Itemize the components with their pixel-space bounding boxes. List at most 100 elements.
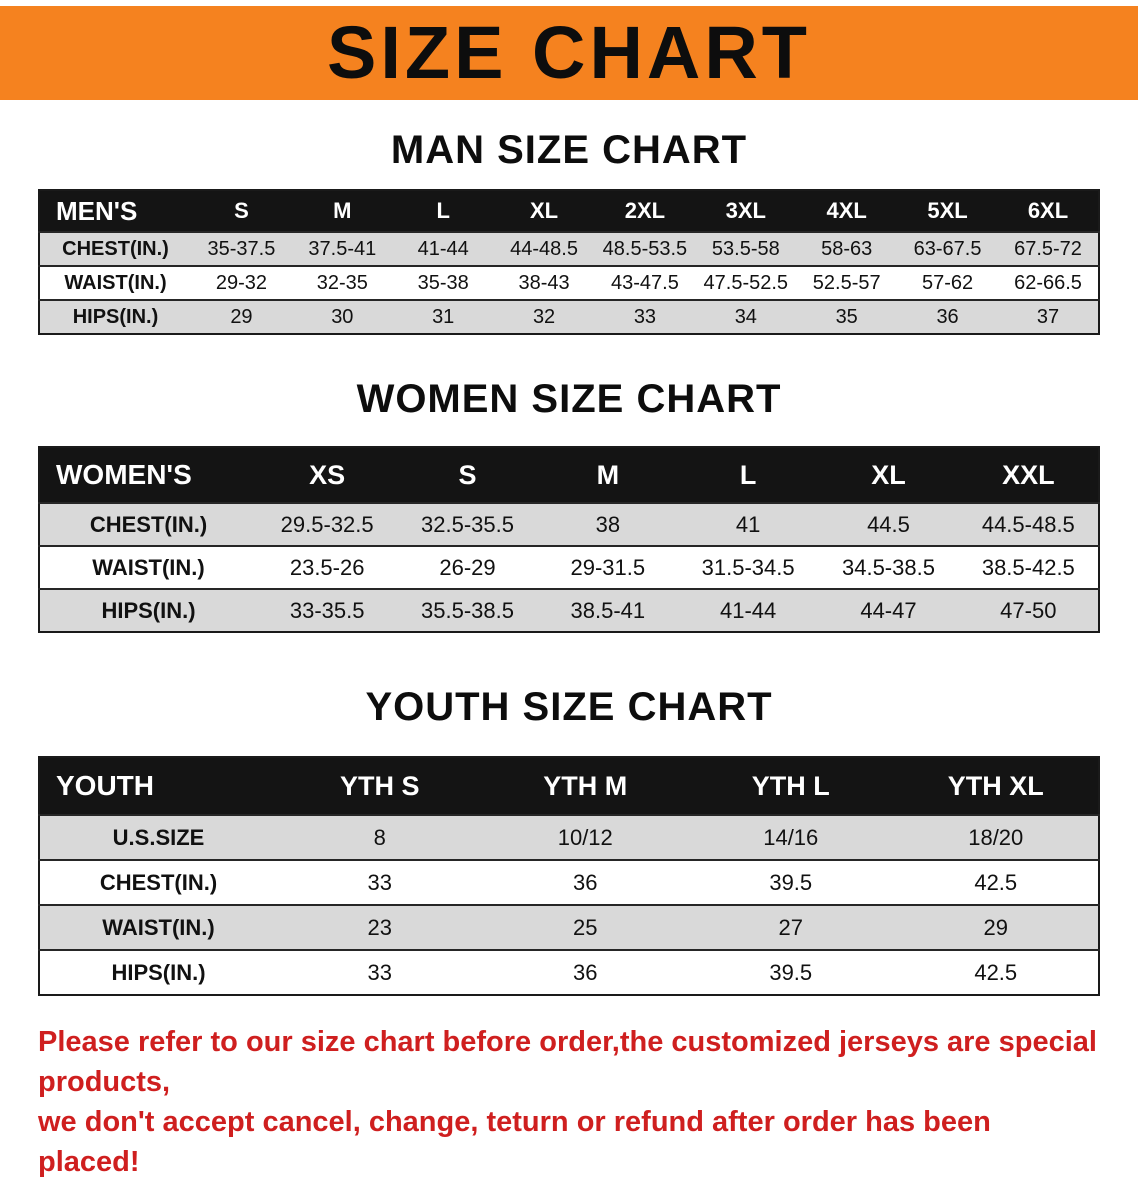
value-cell: 37 <box>1036 305 1060 328</box>
table-row: HIPS(IN.) 29 30 31 32 33 34 35 36 37 <box>39 300 1099 334</box>
value-cell: 27 <box>778 914 803 940</box>
value-cell: 38.5-42.5 <box>981 554 1075 580</box>
value-cell: 14/16 <box>763 824 819 850</box>
notice-line-1: Please refer to our size chart before or… <box>38 1026 1097 1099</box>
notice-line-2: we don't accept cancel, change, teturn o… <box>38 1106 991 1179</box>
value-cell: 44-47 <box>860 597 917 623</box>
size-header-cell: YTH S <box>339 770 420 801</box>
value-cell: 36 <box>936 305 959 328</box>
row-label-cell: WAIST(IN.) <box>102 914 215 940</box>
youth-section: YOUTH SIZE CHART YOUTH YTH S YTH M YTH L YTH … <box>0 685 1138 996</box>
value-cell: 42.5 <box>974 869 1018 895</box>
table-title-cell: YOUTH <box>56 770 154 801</box>
size-header-cell: S <box>234 198 249 223</box>
sections-container: MAN SIZE CHART MEN'S S M L XL 2XL 3XL 4XL 5XL 6XL C… <box>0 128 1138 996</box>
row-label-cell: HIPS(IN.) <box>72 305 159 328</box>
value-cell: 36 <box>573 959 598 985</box>
value-cell: 18/20 <box>968 824 1024 850</box>
value-cell: 33 <box>367 959 392 985</box>
value-cell: 47-50 <box>1000 597 1057 623</box>
row-label-cell: HIPS(IN.) <box>111 959 206 985</box>
value-cell: 44-48.5 <box>510 237 578 260</box>
value-cell: 35-37.5 <box>207 237 276 260</box>
table-row: U.S.SIZE 8 10/12 14/16 18/20 <box>39 815 1099 860</box>
youth-table: YOUTH YTH S YTH M YTH L YTH XL U.S.SIZE 8 10/12… <box>38 756 1100 996</box>
table-row: WAIST(IN.) 29-32 32-35 35-38 38-43 43-47.5 47.… <box>39 266 1099 300</box>
value-cell: 33 <box>367 869 392 895</box>
table-header-row: YOUTH YTH S YTH M YTH L YTH XL <box>39 757 1099 815</box>
table-row: CHEST(IN.) 29.5-32.5 32.5-35.5 38 41 44.5 44.5… <box>39 503 1099 546</box>
value-cell: 32.5-35.5 <box>421 511 514 537</box>
size-header-cell: L <box>739 459 757 490</box>
value-cell: 25 <box>573 914 598 940</box>
size-header-cell: XS <box>309 459 346 490</box>
row-label-cell: CHEST(IN.) <box>89 511 208 537</box>
value-cell: 10/12 <box>557 824 613 850</box>
row-label-cell: CHEST(IN.) <box>99 869 218 895</box>
value-cell: 34 <box>734 305 757 328</box>
table-row: WAIST(IN.) 23.5-26 26-29 29-31.5 31.5-34.5 34… <box>39 546 1099 589</box>
value-cell: 39.5 <box>769 959 813 985</box>
value-cell: 35-38 <box>417 271 469 294</box>
row-label-cell: CHEST(IN.) <box>62 237 169 260</box>
row-label-cell: WAIST(IN.) <box>64 271 167 294</box>
row-label-cell: U.S.SIZE <box>112 824 205 850</box>
table-row: CHEST(IN.) 35-37.5 37.5-41 41-44 44-48.5 48.5… <box>39 232 1099 266</box>
men-heading: MAN SIZE CHART <box>390 128 748 172</box>
table-title-cell: MEN'S <box>56 195 138 226</box>
value-cell: 41 <box>735 511 761 537</box>
size-header-cell: 6XL <box>1027 198 1069 223</box>
footer-notice: Please refer to our size chart before or… <box>38 1022 1100 1182</box>
value-cell: 44.5-48.5 <box>981 511 1075 537</box>
value-cell: 31.5-34.5 <box>701 554 795 580</box>
value-cell: 43-47.5 <box>611 271 679 294</box>
value-cell: 35.5-38.5 <box>421 597 514 623</box>
size-header-cell: 2XL <box>624 198 666 223</box>
value-cell: 29 <box>230 305 253 328</box>
table-header-row: WOMEN'S XS S M L XL XXL <box>39 447 1099 503</box>
row-label-cell: WAIST(IN.) <box>92 554 205 580</box>
size-header-cell: YTH XL <box>947 770 1044 801</box>
value-cell: 26-29 <box>439 554 496 580</box>
value-cell: 33-35.5 <box>289 597 365 623</box>
page-title: SIZE CHART <box>327 11 811 94</box>
value-cell: 35 <box>835 305 858 328</box>
size-header-cell: S <box>458 459 477 490</box>
table-row: HIPS(IN.) 33-35.5 35.5-38.5 38.5-41 41-44 44-… <box>39 589 1099 632</box>
table-row: WAIST(IN.) 23 25 27 29 <box>39 905 1099 950</box>
value-cell: 32-35 <box>316 271 368 294</box>
value-cell: 34.5-38.5 <box>841 554 935 580</box>
table-title-cell: WOMEN'S <box>56 459 192 490</box>
value-cell: 23 <box>367 914 392 940</box>
value-cell: 38.5-41 <box>570 597 646 623</box>
men-section: MAN SIZE CHART MEN'S S M L XL 2XL 3XL 4XL 5XL 6XL C… <box>0 128 1138 335</box>
value-cell: 39.5 <box>769 869 813 895</box>
table-row: CHEST(IN.) 33 36 39.5 42.5 <box>39 860 1099 905</box>
table-header-row: MEN'S S M L XL 2XL 3XL 4XL 5XL 6XL <box>39 190 1099 232</box>
size-header-cell: XL <box>530 198 559 223</box>
value-cell: 29-31.5 <box>570 554 646 580</box>
value-cell: 41-44 <box>720 597 777 623</box>
value-cell: 62-66.5 <box>1014 271 1082 294</box>
value-cell: 32 <box>532 305 556 328</box>
value-cell: 58-63 <box>821 237 873 260</box>
value-cell: 31 <box>432 305 455 328</box>
size-header-cell: 5XL <box>927 198 968 223</box>
value-cell: 29-32 <box>215 271 268 294</box>
value-cell: 42.5 <box>974 959 1018 985</box>
size-header-cell: 4XL <box>826 198 867 223</box>
size-header-cell: XL <box>871 459 906 490</box>
value-cell: 29.5-32.5 <box>280 511 374 537</box>
size-header-cell: M <box>333 198 352 223</box>
value-cell: 36 <box>573 869 598 895</box>
value-cell: 57-62 <box>921 271 974 294</box>
value-cell: 38 <box>595 511 621 537</box>
youth-heading: YOUTH SIZE CHART <box>365 685 773 729</box>
row-label-cell: HIPS(IN.) <box>101 597 196 623</box>
value-cell: 29 <box>983 914 1008 940</box>
value-cell: 47.5-52.5 <box>703 271 789 294</box>
table-row: HIPS(IN.) 33 36 39.5 42.5 <box>39 950 1099 995</box>
value-cell: 23.5-26 <box>289 554 365 580</box>
men-table: MEN'S S M L XL 2XL 3XL 4XL 5XL 6XL CHEST(IN.) 35-37… <box>38 189 1100 335</box>
size-chart-page: SIZE CHART MAN SIZE CHART MEN'S S M L XL 2XL 3X… <box>0 6 1138 1182</box>
